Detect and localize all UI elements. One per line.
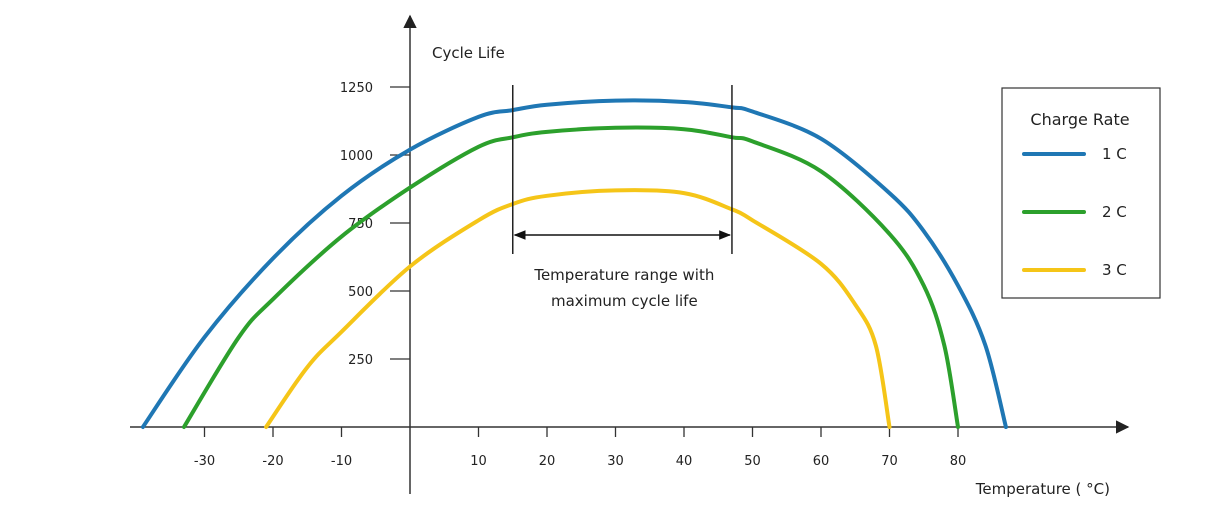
legend: Charge Rate 1 C 2 C 3 C (1001, 87, 1161, 299)
x-ticks: -30 -20 -10 10 20 30 40 50 60 70 80 (194, 427, 966, 469)
x-tick-label: 10 (470, 454, 487, 469)
series-group (140, 98, 1008, 429)
x-axis-title: Temperature ( °C) (975, 480, 1110, 498)
x-tick-label: 40 (676, 454, 693, 469)
series-line-1c (140, 98, 1008, 429)
legend-box (1001, 87, 1161, 299)
y-tick-label: 500 (348, 285, 373, 300)
x-tick-label: 50 (744, 454, 761, 469)
x-tick-label: -20 (262, 454, 283, 469)
legend-label-2c: 2 C (1102, 203, 1127, 221)
x-tick-label: 70 (881, 454, 898, 469)
series-line-3c (264, 188, 892, 429)
range-annotation: Temperature range with maximum cycle lif… (512, 85, 733, 310)
x-tick-label: -10 (331, 454, 352, 469)
annotation-text-line2: maximum cycle life (551, 292, 698, 310)
series-line-2c (182, 125, 960, 429)
legend-label-1c: 1 C (1102, 145, 1127, 163)
x-tick-label: 80 (950, 454, 967, 469)
annotation-text-line1: Temperature range with (533, 266, 714, 284)
legend-title: Charge Rate (1030, 110, 1129, 129)
y-axis-title: Cycle Life (432, 44, 505, 62)
x-tick-label: -30 (194, 454, 215, 469)
y-tick-label: 1250 (340, 81, 373, 96)
y-tick-label: 1000 (340, 149, 373, 164)
x-tick-label: 30 (607, 454, 624, 469)
legend-label-3c: 3 C (1102, 261, 1127, 279)
y-tick-label: 250 (348, 353, 373, 368)
x-tick-label: 20 (539, 454, 556, 469)
x-tick-label: 60 (813, 454, 830, 469)
